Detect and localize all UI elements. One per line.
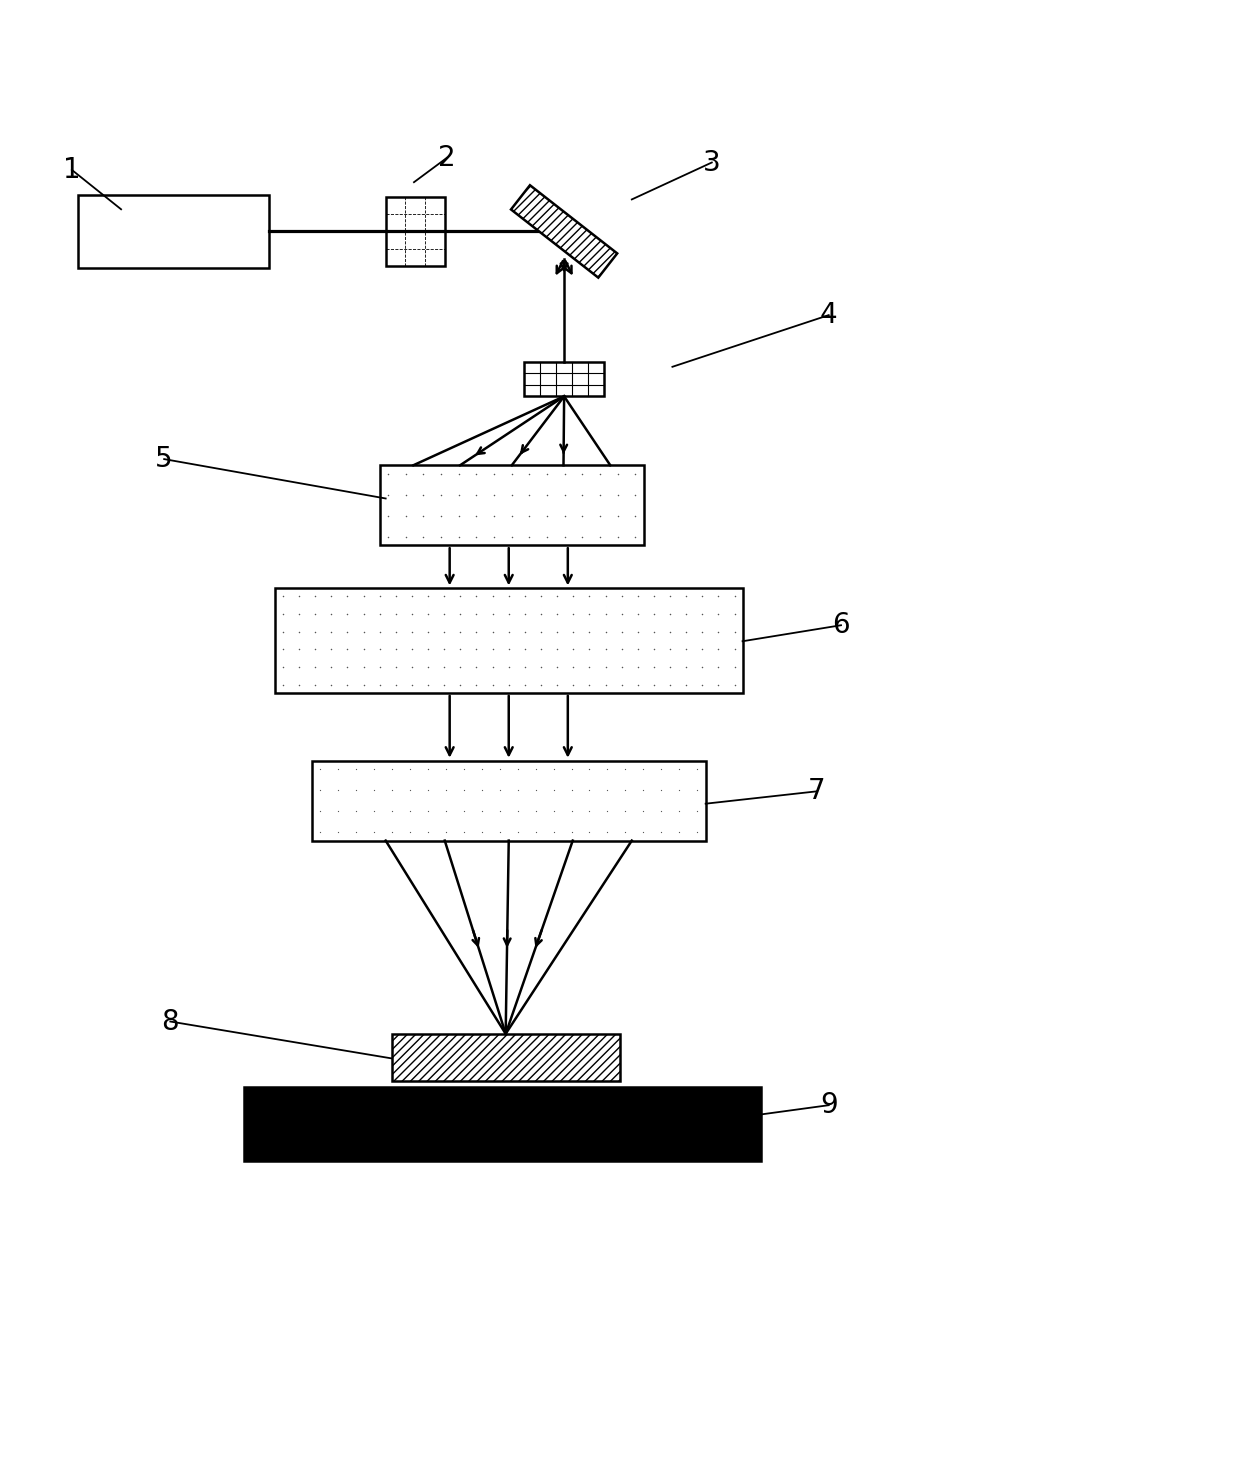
Text: 7: 7 (808, 777, 825, 805)
Text: 8: 8 (161, 1007, 180, 1035)
Polygon shape (510, 185, 617, 278)
Text: 3: 3 (703, 149, 721, 177)
Bar (78, 194, 269, 268)
Text: 4: 4 (820, 302, 838, 330)
Bar (385, 197, 445, 266)
Text: 2: 2 (439, 144, 456, 172)
Bar (524, 362, 605, 396)
Bar (312, 761, 706, 841)
Bar (392, 1033, 620, 1080)
Bar (244, 1086, 761, 1160)
Text: 5: 5 (155, 445, 173, 473)
Bar (379, 465, 644, 545)
Text: 9: 9 (820, 1091, 838, 1119)
Bar (275, 589, 742, 693)
Text: 1: 1 (63, 156, 81, 184)
Text: 6: 6 (833, 611, 850, 639)
